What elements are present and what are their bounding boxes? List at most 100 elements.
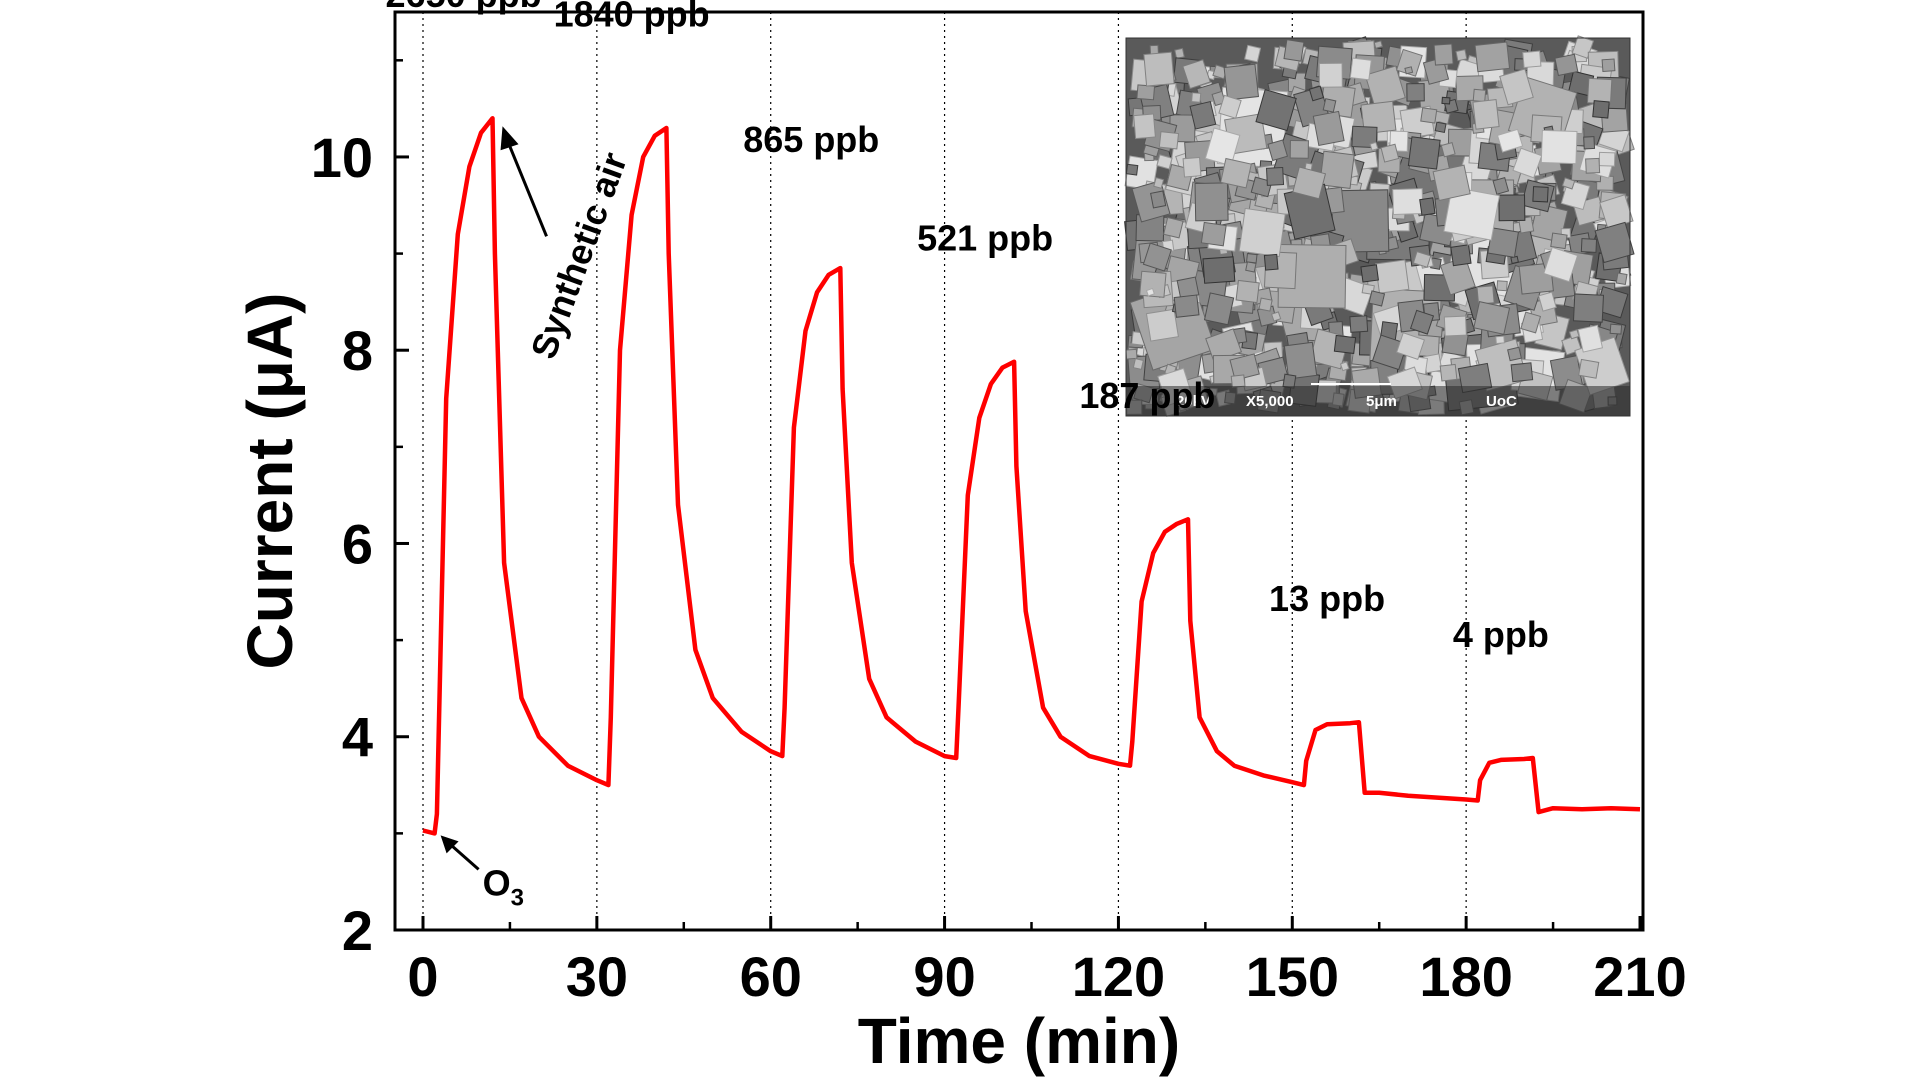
sem-grain [1360, 264, 1379, 283]
sem-grain [1568, 329, 1580, 340]
sem-grain [1601, 58, 1616, 73]
sem-grain [1434, 121, 1447, 133]
sem-grain [1561, 177, 1576, 190]
sem-grain [1409, 309, 1435, 335]
sem-grain [1419, 197, 1436, 216]
sem-grain [1174, 47, 1185, 60]
sem-grain [1333, 334, 1357, 354]
sem-grain [1554, 53, 1579, 76]
sem-grain [1407, 136, 1441, 170]
sem-grain [1572, 293, 1605, 323]
pulse-label: 187 ppb [1079, 375, 1215, 416]
sem-grain [1496, 128, 1524, 153]
sem-grain [1145, 287, 1155, 297]
sem-grain [1189, 100, 1217, 130]
sem-grain [1369, 141, 1379, 151]
sem-grain [1598, 151, 1616, 167]
sem-grain [1125, 348, 1138, 360]
x-tick-label: 90 [913, 945, 975, 1008]
sem-grain [1308, 85, 1325, 102]
sem-grain [1495, 335, 1505, 345]
pulse-label: 1840 ppb [554, 0, 710, 34]
sem-grain [1538, 291, 1557, 312]
sem-grain [1412, 251, 1432, 268]
sem-grain [1441, 96, 1451, 105]
sem-grain [1132, 358, 1144, 370]
sem-grain [1510, 362, 1534, 383]
sem-grain [1396, 332, 1426, 360]
sem-grain [1496, 280, 1508, 292]
sem-grain [1283, 39, 1305, 62]
sem-grain [1235, 279, 1260, 304]
sem-grain [1182, 59, 1211, 90]
sem-grain [1163, 216, 1184, 239]
sem-grain [1498, 194, 1526, 222]
sem-grain [1133, 113, 1156, 140]
sem-grain [1432, 164, 1471, 202]
sem-grain [1578, 358, 1600, 379]
sem-grain [1492, 176, 1510, 195]
sem-inset-image: 20kV X5,000 5μm UoC [1124, 35, 1635, 417]
sem-grain [1472, 88, 1487, 103]
sem-grain [1404, 66, 1414, 75]
sem-grain [1322, 98, 1337, 113]
y-tick-label: 6 [342, 512, 373, 575]
sem-grain [1455, 49, 1468, 62]
sem-grain [1258, 297, 1273, 312]
pulse-label: 2650 ppb [386, 0, 542, 15]
sem-grain [1202, 256, 1236, 284]
sem-grain [1136, 84, 1156, 101]
sem-label: X5,000 [1246, 393, 1294, 410]
sem-grain [1289, 139, 1309, 159]
sem-grain [1230, 374, 1246, 389]
sem-grain [1150, 190, 1167, 209]
y-axis-title: Current (μA) [234, 293, 306, 670]
x-tick-label: 120 [1072, 945, 1165, 1008]
sem-grain [1373, 40, 1384, 49]
sem-grain [1125, 163, 1139, 176]
y-tick-label: 8 [342, 319, 373, 382]
sem-label: 20kV [1176, 393, 1211, 410]
sem-grain [1182, 156, 1202, 178]
inset-border [1125, 37, 1631, 417]
o3-label: O3 [483, 862, 524, 911]
sem-grain [1443, 315, 1467, 337]
sem-grain [1145, 308, 1179, 342]
sem-grain [1550, 232, 1568, 250]
synthetic-air-label: Synthetic air [523, 147, 635, 364]
sem-grain [1543, 246, 1579, 283]
sem-grain [1283, 341, 1318, 380]
sem-grain [1371, 334, 1408, 371]
pulse-label: 4 ppb [1453, 614, 1549, 655]
sem-grain [1532, 186, 1549, 203]
sem-label: UoC [1486, 393, 1517, 410]
sem-grain [1191, 92, 1202, 103]
sem-grain [1220, 157, 1252, 189]
sem-grain [1238, 207, 1286, 258]
sem-grain [1292, 166, 1327, 200]
sem-grain [1270, 311, 1282, 322]
sem-grain [1440, 142, 1456, 158]
plot-frame [393, 10, 1645, 932]
sem-grain [1540, 129, 1578, 165]
sem-grain [1368, 290, 1386, 307]
sem-grain [1512, 147, 1543, 179]
sem-grain [1450, 244, 1472, 267]
sem-grain [1142, 242, 1172, 272]
sem-grain [1487, 227, 1520, 258]
sem-grain [1156, 154, 1173, 170]
y-tick-label: 10 [311, 126, 373, 189]
sem-grain [1245, 261, 1257, 273]
axis-ticks [395, 59, 1642, 932]
pulse-label: 865 ppb [743, 119, 879, 160]
sem-grain [1592, 100, 1610, 119]
sem-grain [1609, 323, 1623, 335]
x-tick-label: 0 [407, 945, 438, 1008]
sem-grain [1203, 292, 1235, 326]
current-series-line [422, 116, 1641, 836]
sem-grain [1318, 62, 1343, 88]
sem-grain [1223, 63, 1260, 101]
sem-grain [1194, 182, 1229, 222]
sem-grain [1255, 88, 1297, 132]
